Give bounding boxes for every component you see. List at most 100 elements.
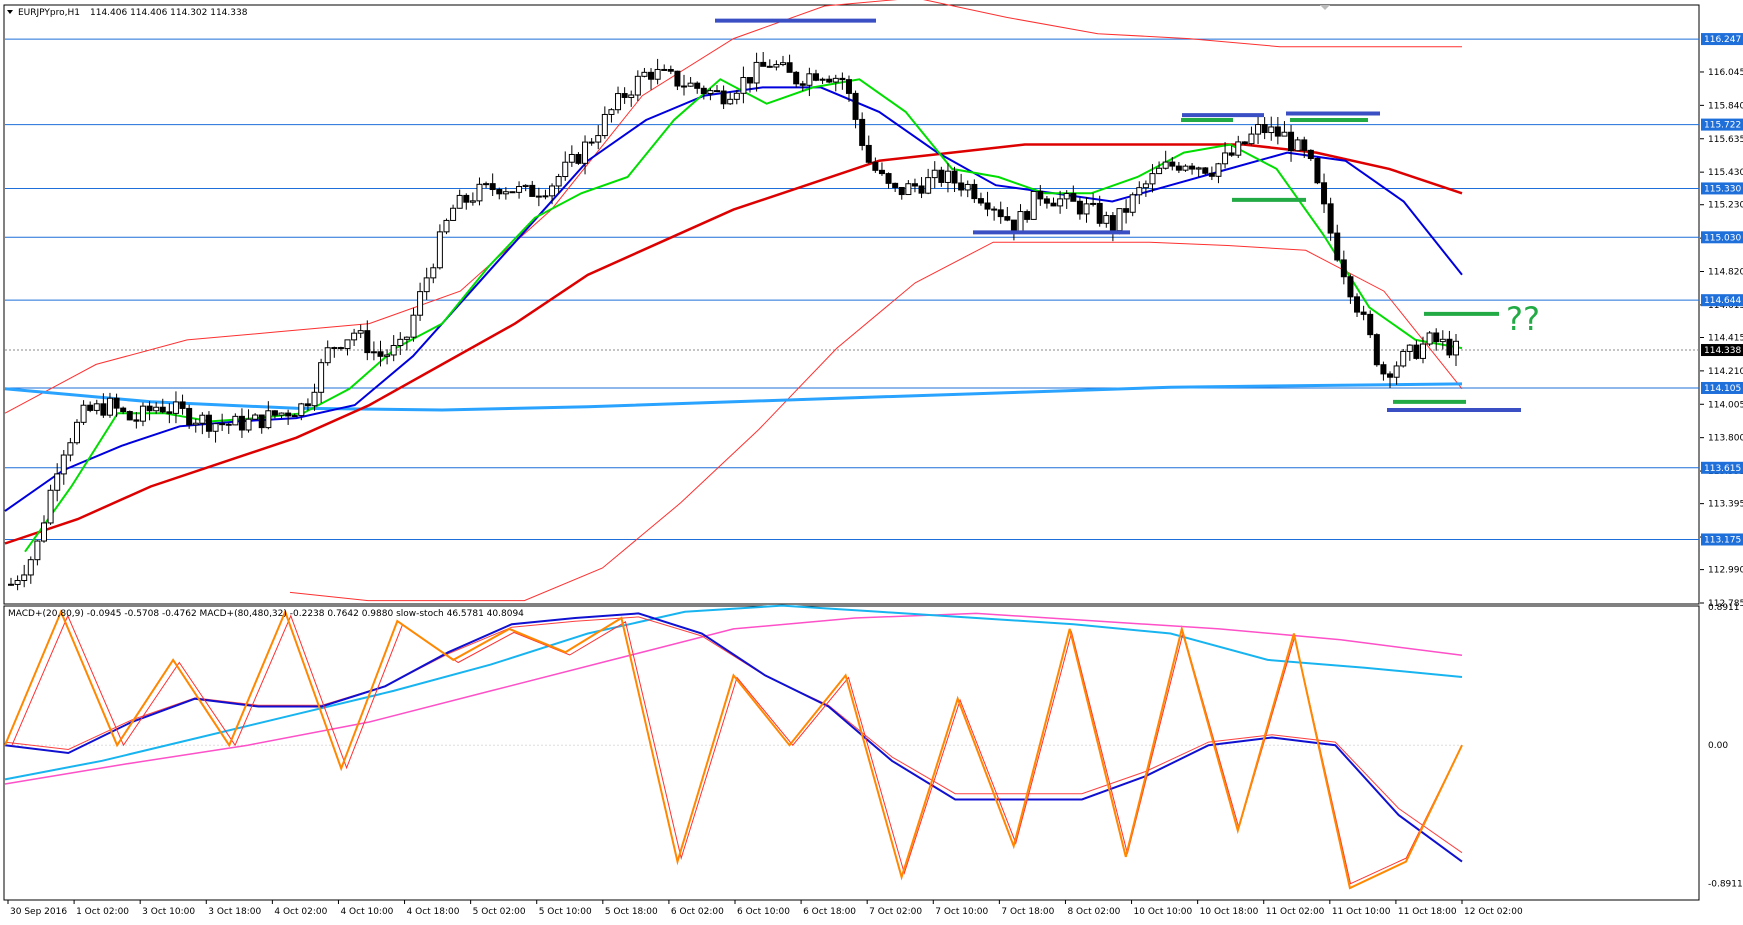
- candle-105: [700, 85, 707, 100]
- candle-211: [1400, 348, 1407, 368]
- candle-43: [291, 413, 298, 418]
- candle-27: [186, 404, 193, 429]
- candle-94: [628, 90, 635, 107]
- candle-body: [826, 78, 833, 83]
- level-label-bg: [1701, 294, 1743, 307]
- candle-body: [199, 414, 206, 424]
- candle-162: [1076, 197, 1083, 220]
- level-label: 113.175: [1704, 535, 1741, 545]
- candle-body: [1076, 200, 1083, 215]
- candle-129: [859, 112, 866, 151]
- candle-body: [845, 79, 852, 94]
- candle-199: [1321, 173, 1328, 213]
- candle-64: [430, 263, 437, 284]
- candle-106: [707, 88, 714, 101]
- candle-81: [542, 189, 549, 200]
- level-label-bg: [1701, 231, 1743, 244]
- question-annotation: ??: [1506, 300, 1540, 338]
- candle-121: [806, 67, 813, 97]
- candle-39: [265, 401, 272, 430]
- candle-body: [146, 405, 153, 412]
- price-axis: 116.045 115.840 115.635 115.430 115.230 115.0…: [1700, 33, 1743, 889]
- candle-150: [997, 201, 1004, 224]
- candle-47: [318, 358, 325, 403]
- level-label: 115.330: [1704, 184, 1741, 194]
- candle-body: [601, 113, 608, 137]
- candle-123: [819, 77, 826, 85]
- candle-body: [1050, 202, 1057, 207]
- indicator-lines: [4, 604, 1463, 890]
- candle-body: [562, 161, 569, 178]
- candle-95: [634, 70, 641, 102]
- candle-body: [1241, 141, 1248, 145]
- candle-body: [212, 423, 219, 432]
- candle-194: [1288, 124, 1295, 162]
- candle-214: [1420, 336, 1427, 364]
- candle-16: [113, 393, 120, 417]
- candle-body: [1222, 152, 1229, 165]
- candle-body: [219, 423, 226, 426]
- candle-body: [430, 267, 437, 279]
- price-tick-label: 114.005: [1708, 400, 1743, 410]
- candle-218: [1446, 330, 1453, 359]
- candle-96: [641, 67, 648, 78]
- candle-body: [1373, 334, 1380, 366]
- candle-34: [232, 413, 239, 426]
- candle-203: [1347, 274, 1354, 304]
- candle-body: [179, 401, 186, 409]
- candle-body: [799, 83, 806, 86]
- candle-2: [21, 564, 28, 588]
- candle-90: [601, 106, 608, 139]
- candle-body: [1195, 167, 1202, 170]
- candle-137: [911, 178, 918, 193]
- candle-body: [1175, 165, 1182, 171]
- candle-body: [641, 71, 648, 77]
- candle-body: [80, 404, 87, 423]
- candle-18: [126, 410, 133, 421]
- candle-body: [410, 314, 417, 338]
- candle-164: [1090, 193, 1097, 207]
- collapse-triangle-icon[interactable]: [7, 10, 13, 14]
- candle-body: [568, 153, 575, 163]
- level-label: 114.644: [1704, 296, 1741, 306]
- candle-body: [865, 144, 872, 163]
- candle-body: [357, 330, 364, 334]
- candle-171: [1136, 181, 1143, 205]
- candle-66: [443, 218, 450, 235]
- candle-body: [1406, 344, 1413, 352]
- candle-body: [1426, 332, 1433, 345]
- candle-body: [238, 415, 245, 431]
- candle-155: [1030, 190, 1037, 220]
- candle-body: [311, 391, 318, 407]
- candle-117: [779, 55, 786, 67]
- candle-42: [285, 409, 292, 425]
- candle-83: [555, 173, 562, 194]
- candle-body: [608, 109, 615, 115]
- candle-200: [1327, 197, 1334, 241]
- candle-body: [1162, 161, 1169, 169]
- candle-body: [667, 69, 674, 72]
- candle-body: [733, 92, 740, 100]
- candle-4: [34, 540, 41, 566]
- candle-body: [469, 200, 476, 203]
- candle-body: [73, 421, 80, 444]
- candle-23: [159, 398, 166, 414]
- candle-55: [370, 341, 377, 361]
- candle-body: [1380, 364, 1387, 375]
- time-tick-label: 7 Oct 02:00: [869, 907, 922, 917]
- candle-body: [1037, 190, 1044, 200]
- candle-body: [720, 90, 727, 105]
- scroll-marker-icon[interactable]: [1320, 5, 1330, 10]
- candle-body: [991, 208, 998, 211]
- candle-181: [1202, 167, 1209, 176]
- candle-body: [252, 414, 259, 420]
- candle-209: [1387, 371, 1394, 389]
- candle-109: [727, 92, 734, 105]
- candle-188: [1248, 126, 1255, 146]
- candle-176: [1169, 157, 1176, 171]
- candle-body: [245, 418, 252, 431]
- candle-body: [27, 559, 34, 576]
- macd-main: [4, 612, 1463, 863]
